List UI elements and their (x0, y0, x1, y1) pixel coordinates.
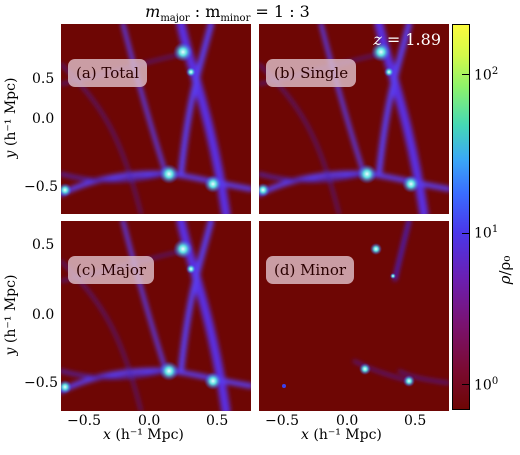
x-axis-label: x (h⁻¹ Mpc) (103, 427, 184, 443)
halo-group (61, 42, 222, 197)
panel-label: (a) Total (68, 59, 148, 87)
colorbar-label: ρ/ρ₀ (496, 255, 514, 285)
y-tick: −0.5 (24, 179, 58, 195)
panel-minor: (d) Minor (259, 221, 449, 411)
density-map-single (259, 24, 449, 214)
y-tick: −0.5 (24, 375, 58, 391)
x-tick: 0.0 (336, 413, 359, 429)
x-axis-label: x (h⁻¹ Mpc) (301, 427, 382, 443)
y-tick: 0.0 (32, 307, 55, 323)
colorbar-tick-label: 100 (474, 376, 499, 394)
x-tick: 0.0 (138, 413, 161, 429)
panel-single: (b) Single z = 1.89 (259, 24, 449, 214)
density-map-major (61, 221, 251, 411)
panel-major: (c) Major (61, 221, 251, 411)
panel-total: (a) Total (61, 24, 251, 214)
y-axis-label: y (h⁻¹ Mpc) (3, 274, 19, 356)
x-tick: 0.5 (404, 413, 427, 429)
density-map-minor (282, 221, 449, 388)
panel-label: (c) Major (68, 256, 155, 284)
y-axis-label: y (h⁻¹ Mpc) (3, 77, 19, 159)
density-map-total (61, 24, 251, 214)
colorbar-tick (462, 384, 469, 385)
y-tick: 0.0 (32, 111, 55, 127)
y-tick: 0.5 (32, 237, 55, 253)
colorbar-tick-label: 101 (474, 224, 499, 242)
x-tick: 0.5 (206, 413, 229, 429)
panel-label: (b) Single (266, 59, 357, 87)
figure-title: mmajor : mminor = 1 : 3 (145, 2, 310, 25)
x-tick: −0.5 (265, 413, 299, 429)
colorbar-tick-label: 102 (474, 66, 499, 84)
colorbar (452, 24, 470, 410)
panel-label: (d) Minor (266, 256, 355, 284)
x-tick: −0.5 (67, 413, 101, 429)
colorbar-tick (462, 74, 469, 75)
redshift-label: z = 1.89 (373, 30, 441, 49)
colorbar-tick (462, 233, 469, 234)
y-tick: 0.5 (32, 71, 55, 87)
